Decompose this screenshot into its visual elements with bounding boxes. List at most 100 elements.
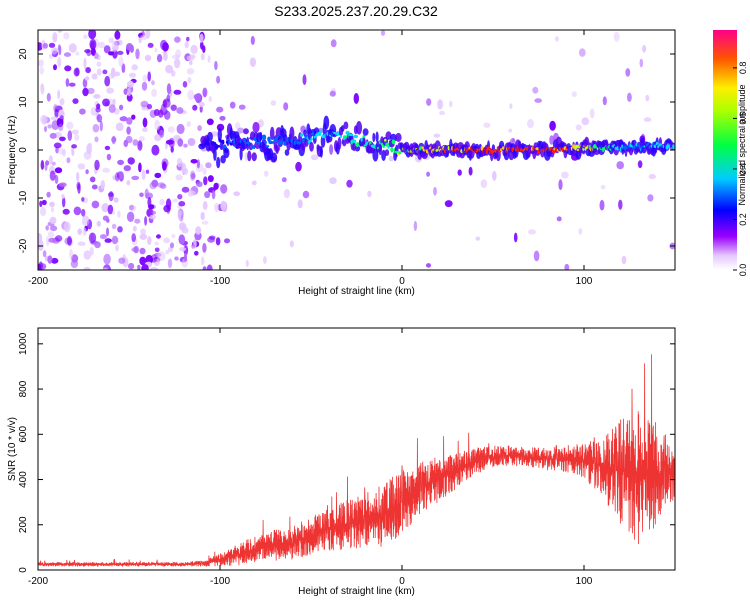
heatmap-noise-blob (49, 201, 55, 207)
heatmap-noise-blob (162, 99, 168, 108)
heatmap-noise-blob (123, 139, 129, 148)
heatmap-noise-blob (189, 60, 193, 66)
heatmap-noise-blob (457, 169, 462, 176)
heatmap-noise-blob (108, 37, 114, 44)
heatmap-ridge-halo (372, 132, 376, 143)
heatmap-noise-blob (571, 91, 577, 98)
heatmap-noise-blob (154, 134, 162, 142)
heatmap-ridge-core (243, 138, 246, 142)
heatmap-noise-blob (41, 199, 47, 206)
heatmap-noise-blob (97, 41, 106, 49)
heatmap-noise-blob (177, 210, 182, 221)
heatmap-noise-blob (203, 176, 208, 186)
heatmap-ridge-core (385, 142, 389, 147)
snr-series-line (38, 354, 675, 567)
heatmap-noise-blob (83, 57, 87, 69)
heatmap-noise-blob (639, 58, 644, 68)
heatmap-noise-blob (38, 59, 44, 67)
heatmap-noise-blob (329, 177, 337, 185)
heatmap-noise-blob (413, 220, 418, 232)
heatmap-ridge-halo (259, 131, 263, 141)
heatmap-noise-blob (71, 149, 75, 156)
heatmap-noise-blob (50, 257, 59, 264)
heatmap-ridge-core (315, 133, 318, 137)
heatmap-noise-blob (492, 170, 497, 181)
heatmap-noise-blob (167, 126, 175, 133)
heatmap-noise-blob (77, 241, 86, 246)
heatmap-noise-blob (205, 162, 212, 169)
heatmap-noise-blob (509, 103, 513, 109)
heatmap-noise-blob (88, 30, 97, 40)
heatmap-noise-blob (295, 161, 302, 172)
heatmap-noise-blob (115, 122, 124, 132)
heatmap-noise-blob (207, 236, 216, 243)
heatmap-noise-blob (184, 252, 187, 262)
heatmap-noise-blob (145, 169, 150, 174)
heatmap-ridge-halo (378, 144, 382, 156)
heatmap-noise-blob (62, 208, 70, 215)
heatmap-noise-blob (82, 227, 87, 236)
colorbar-tick-label: 0.4 (738, 163, 748, 176)
heatmap-ridge-core (221, 139, 225, 145)
heatmap-noise-blob (42, 42, 49, 49)
heatmap-noise-blob (99, 120, 103, 132)
heatmap-y-axis-label: Frequency (Hz) (7, 116, 18, 185)
heatmap-ridge-halo (251, 152, 257, 162)
heatmap-noise-blob (96, 68, 102, 76)
snr-y-tick-label: 200 (18, 516, 29, 533)
heatmap-noise-blob (111, 135, 116, 145)
heatmap-noise-blob (176, 123, 185, 135)
heatmap-noise-blob (142, 74, 148, 82)
heatmap-ridge-halo (284, 149, 290, 156)
heatmap-noise-blob (175, 174, 183, 181)
colorbar-tick-label: 0.2 (738, 213, 748, 226)
heatmap-ridge-halo (226, 134, 230, 147)
heatmap-noise-blob (177, 138, 184, 147)
heatmap-noise-blob (69, 248, 73, 260)
heatmap-noise-blob (189, 54, 196, 59)
heatmap-noise-blob (202, 45, 206, 53)
heatmap-noise-blob (129, 72, 136, 78)
heatmap-noise-blob (86, 49, 92, 57)
heatmap-noise-blob (92, 123, 100, 133)
heatmap-noise-blob (144, 216, 148, 226)
heatmap-noise-blob (618, 199, 623, 210)
heatmap-noise-blob (147, 197, 152, 208)
heatmap-ridge-core (216, 145, 221, 148)
heatmap-noise-blob (224, 238, 230, 244)
heatmap-noise-blob (54, 167, 63, 174)
heatmap-noise-blob (58, 182, 67, 187)
heatmap-noise-blob (71, 144, 77, 149)
heatmap-noise-blob (131, 247, 138, 252)
heatmap-noise-blob (93, 52, 99, 60)
heatmap-noise-blob (48, 155, 53, 165)
heatmap-noise-blob (527, 118, 534, 129)
heatmap-noise-blob (83, 151, 92, 160)
heatmap-noise-blob (83, 266, 91, 270)
heatmap-noise-blob (204, 191, 211, 199)
heatmap-noise-blob (206, 264, 213, 270)
heatmap-noise-blob (68, 43, 77, 53)
figure-title: S233.2025.237.20.29.C32 (274, 3, 438, 19)
heatmap-noise-blob (367, 190, 372, 198)
heatmap-noise-blob (117, 50, 124, 56)
heatmap-noise-blob (388, 156, 394, 162)
snr-panel: -200 -100 0 100 0 200 400 600 800 1000 Height of… (7, 327, 676, 597)
heatmap-ridge-halo (375, 131, 379, 143)
heatmap-noise-blob (549, 120, 556, 131)
heatmap-ridge-core (270, 141, 274, 144)
heatmap-noise-blob (94, 241, 101, 249)
heatmap-noise-blob (131, 64, 138, 71)
heatmap-noise-blob (647, 194, 654, 202)
snr-x-tick-label: 0 (399, 576, 405, 587)
heatmap-ridge-core (575, 144, 579, 149)
heatmap-noise-blob (62, 196, 66, 208)
heatmap-ridge-core (318, 131, 322, 136)
heatmap-noise-blob (202, 242, 207, 253)
heatmap-noise-blob (108, 51, 114, 56)
heatmap-ridge-core (320, 129, 323, 133)
heatmap-ridge-halo (354, 145, 361, 152)
heatmap-noise-blob (115, 244, 119, 252)
heatmap-noise-blob (89, 176, 96, 183)
heatmap-noise-blob (108, 104, 116, 113)
